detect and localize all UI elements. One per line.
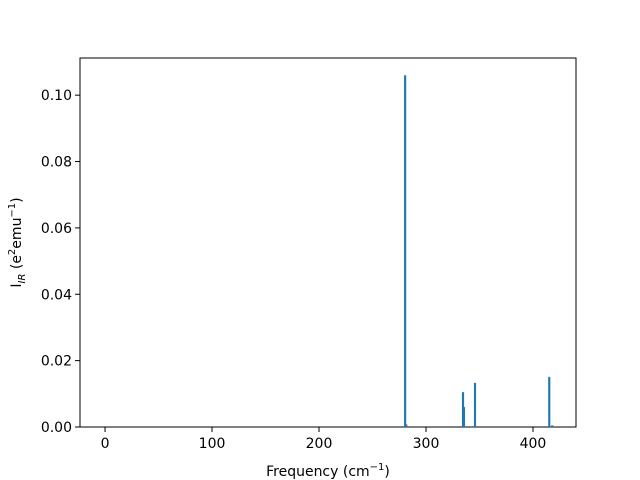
bar (404, 75, 407, 427)
plot-frame (79, 57, 577, 428)
y-tick-label: 0.04 (41, 287, 72, 303)
x-label: Frequency (cm−1) (266, 462, 390, 480)
bar (551, 425, 554, 427)
label-part: ) (384, 464, 389, 480)
label-part: emu (9, 218, 25, 249)
y-tick-label: 0.06 (41, 221, 72, 237)
x-tick-label: 0 (101, 436, 110, 452)
label-part: 2 (7, 249, 18, 255)
bar (405, 424, 408, 427)
label-part: IR (17, 274, 28, 284)
y-tick-label: 0.08 (41, 155, 72, 171)
label-part: −1 (7, 203, 18, 218)
bar (548, 376, 551, 427)
y-tick-label: 0.02 (41, 354, 72, 370)
x-tick-label: 100 (199, 436, 226, 452)
y-label: IIR (e2emu−1) (7, 197, 28, 287)
label-part: Frequency (cm (266, 464, 370, 480)
x-tick-label: 200 (306, 436, 333, 452)
y-tick-label: 0.10 (41, 88, 72, 104)
label-part: I (9, 284, 25, 288)
x-tick-label: 300 (413, 436, 440, 452)
bar (473, 382, 477, 427)
label-part: ) (9, 197, 25, 202)
label-part: (e (9, 255, 25, 274)
x-tick-label: 400 (520, 436, 547, 452)
label-part: −1 (370, 462, 385, 473)
y-tick-label: 0.00 (41, 420, 72, 436)
bar (462, 407, 466, 427)
